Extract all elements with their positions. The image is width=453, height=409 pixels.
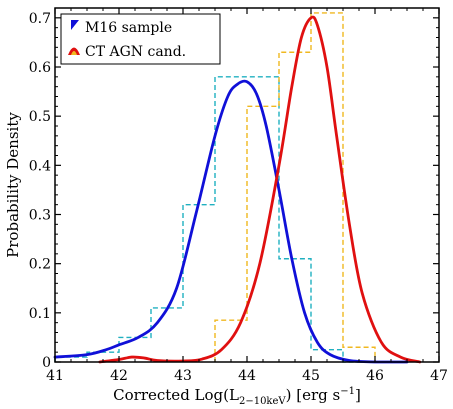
legend-label-m16: M16 sample [85, 20, 172, 36]
x-axis-title-sup: −1 [340, 386, 355, 397]
arrow-marker-icon [71, 20, 79, 30]
flame-marker-inner-icon [71, 51, 77, 55]
y-tick-label-0.5: 0.5 [29, 109, 51, 125]
legend: M16 sample CT AGN cand. [60, 13, 221, 65]
y-axis-title: Probability Density [4, 112, 22, 258]
legend-icon-m16 [71, 20, 79, 30]
ticks-layer: 41 42 43 44 45 46 47 0 0.1 0.2 0.3 0.4 0.5 0.6 0.7 [29, 7, 448, 384]
y-tick-label-0.7: 0.7 [29, 11, 51, 27]
y-tick-label-0.4: 0.4 [29, 158, 51, 174]
legend-label-ct: CT AGN cand. [85, 44, 186, 60]
x-tick-label-45: 45 [302, 368, 320, 384]
y-tick-label-0.2: 0.2 [29, 257, 51, 273]
x-tick-label-44: 44 [238, 368, 256, 384]
x-tick-label-47: 47 [430, 368, 448, 384]
x-tick-label-46: 46 [366, 368, 384, 384]
curve-series-1 [98, 15, 422, 364]
x-tick-label-43: 43 [174, 368, 192, 384]
y-tick-label-0: 0 [42, 355, 51, 371]
x-axis-title-sub: 2−10keV [239, 396, 286, 407]
y-tick-label-0.6: 0.6 [29, 60, 51, 76]
y-tick-label-0.1: 0.1 [29, 306, 51, 322]
x-axis-title-main: Corrected Log(L [113, 386, 239, 404]
y-tick-label-0.3: 0.3 [29, 208, 51, 224]
x-axis-title-end: ] [355, 386, 361, 404]
legend-icon-ct [68, 47, 80, 55]
series-layer [53, 12, 422, 364]
x-axis-title: Corrected Log(L2−10keV) [erg s−1] [113, 386, 361, 407]
curve-series-0 [53, 79, 409, 364]
x-tick-label-41: 41 [46, 368, 64, 384]
histogram-series-2 [54, 76, 375, 363]
legend-box [60, 13, 221, 65]
x-tick-label-42: 42 [110, 368, 128, 384]
x-axis-title-tail: ) [erg s [286, 386, 341, 404]
